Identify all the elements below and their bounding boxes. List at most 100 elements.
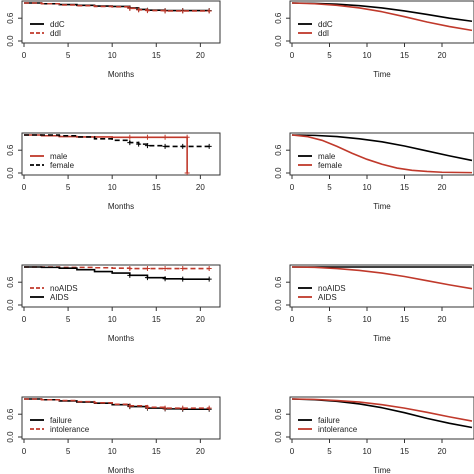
x-tick-label: 0 (290, 447, 295, 456)
y-tick-label: 0.6 (6, 12, 15, 24)
y-tick-label: 0.0 (274, 299, 283, 311)
censor-mark (144, 404, 150, 410)
y-tick-label: 0.6 (6, 408, 15, 420)
censor-mark (162, 143, 168, 149)
censor-mark (206, 276, 212, 282)
censor-mark (206, 405, 212, 411)
series-line-ddI (291, 2, 473, 32)
x-axis-title: Months (108, 70, 134, 79)
x-axis-title: Time (373, 70, 391, 79)
censor-mark (162, 276, 168, 282)
censor-mark (180, 8, 186, 14)
plot-frame (21, 264, 221, 308)
legend-label: intolerance (50, 425, 90, 434)
x-tick-label: 20 (196, 51, 205, 60)
series-line-female (24, 134, 210, 148)
x-tick-label: 5 (327, 447, 332, 456)
y-tick-label: 0.0 (6, 299, 15, 311)
x-tick-label: 0 (22, 183, 27, 192)
x-axis-title: Time (373, 334, 391, 343)
x-tick-label: 5 (66, 447, 71, 456)
x-tick-label: 15 (400, 51, 409, 60)
plot-area (291, 398, 473, 429)
x-tick-label: 0 (290, 183, 295, 192)
x-tick-label: 10 (108, 183, 117, 192)
x-axis-title: Time (373, 202, 391, 211)
x-tick-label: 15 (152, 51, 161, 60)
x-tick-label: 5 (66, 51, 71, 60)
x-tick-label: 20 (196, 183, 205, 192)
censor-mark (162, 134, 168, 140)
legend-label: female (318, 161, 343, 170)
legend-label: AIDS (318, 293, 337, 302)
censor-mark (162, 405, 168, 411)
censor-mark (127, 272, 133, 278)
series-line-ddI (24, 2, 210, 12)
x-tick-label: 20 (438, 51, 447, 60)
censor-mark (127, 5, 133, 11)
plot-area (24, 398, 212, 412)
legend-label: male (50, 152, 68, 161)
legend-label: ddI (50, 29, 61, 38)
y-tick-label: 0.6 (274, 12, 283, 24)
legend-label: AIDS (50, 293, 69, 302)
y-tick-label: 0.0 (274, 431, 283, 443)
legend-label: intolerance (318, 425, 358, 434)
x-tick-label: 20 (196, 447, 205, 456)
plot-area (291, 2, 473, 32)
x-tick-label: 0 (290, 51, 295, 60)
x-axis-title: Months (108, 466, 134, 474)
censor-mark (127, 403, 133, 409)
legend-label: noAIDS (318, 284, 346, 293)
x-tick-label: 20 (196, 315, 205, 324)
censor-mark (144, 134, 150, 140)
series-line-intolerance (24, 398, 210, 409)
x-tick-label: 20 (438, 315, 447, 324)
x-tick-label: 10 (363, 447, 372, 456)
censor-mark (144, 8, 150, 14)
plot-frame (289, 264, 474, 308)
legend-label: male (318, 152, 336, 161)
y-tick-label: 0.0 (274, 167, 283, 179)
x-tick-label: 10 (363, 51, 372, 60)
censor-mark (180, 405, 186, 411)
legend-label: ddC (50, 20, 65, 29)
censor-mark (206, 143, 212, 149)
x-tick-label: 20 (438, 183, 447, 192)
y-tick-label: 0.6 (6, 276, 15, 288)
censor-mark (162, 266, 168, 272)
censor-mark (127, 266, 133, 272)
y-tick-label: 0.0 (274, 35, 283, 47)
y-tick-label: 0.6 (274, 276, 283, 288)
plot-frame (21, 132, 221, 176)
x-tick-label: 0 (22, 447, 27, 456)
legend-label: failure (50, 416, 72, 425)
censor-mark (144, 266, 150, 272)
censor-mark (127, 140, 133, 146)
plot-frame (289, 132, 474, 176)
censor-mark (136, 7, 142, 13)
plot-frame (289, 396, 474, 440)
plot-area (291, 266, 473, 290)
x-tick-label: 0 (22, 51, 27, 60)
censor-mark (127, 134, 133, 140)
x-axis-title: Months (108, 334, 134, 343)
x-tick-label: 5 (327, 51, 332, 60)
series-line-female (291, 134, 473, 174)
legend-label: ddI (318, 29, 329, 38)
x-tick-label: 10 (363, 183, 372, 192)
x-tick-label: 5 (327, 183, 332, 192)
y-tick-label: 0.0 (6, 431, 15, 443)
x-tick-label: 15 (152, 447, 161, 456)
censor-mark (206, 266, 212, 272)
censor-mark (180, 266, 186, 272)
x-tick-label: 5 (327, 315, 332, 324)
x-tick-label: 20 (438, 447, 447, 456)
legend-label: female (50, 161, 75, 170)
x-tick-label: 15 (400, 315, 409, 324)
